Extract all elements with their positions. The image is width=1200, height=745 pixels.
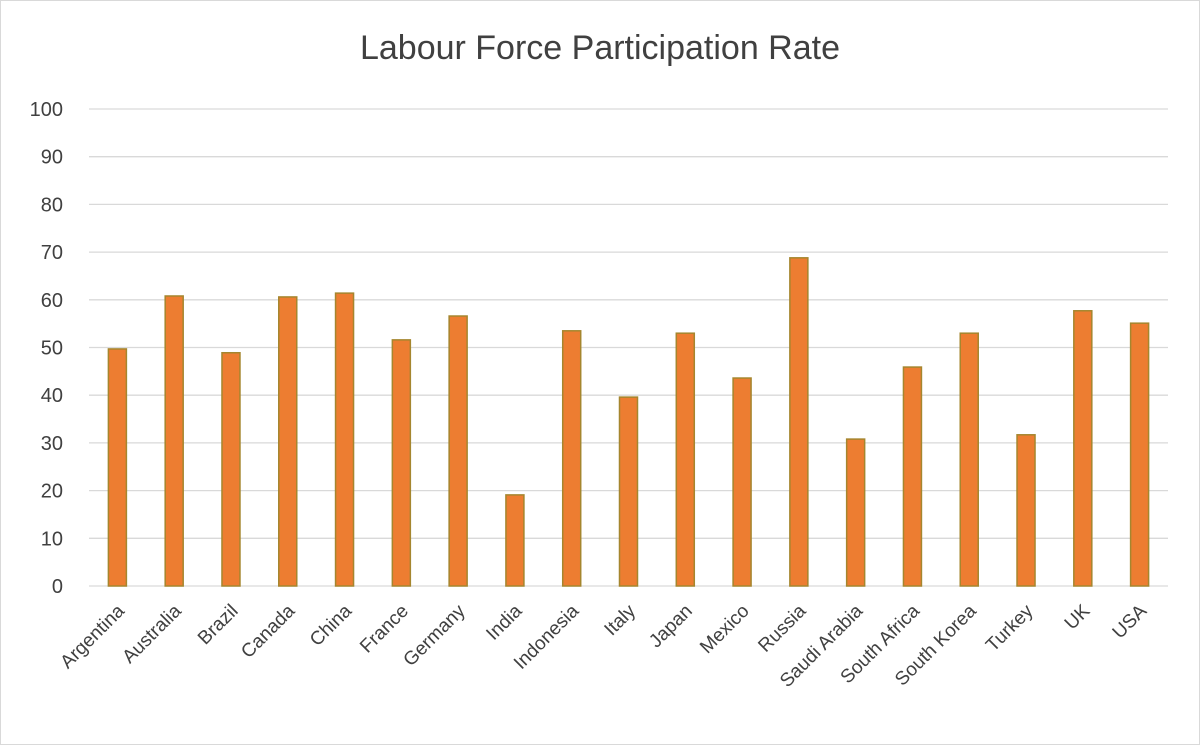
bar — [448, 315, 468, 587]
x-tick-label: China — [306, 600, 356, 650]
y-tick-label: 60 — [41, 290, 63, 312]
x-tick-label: Brazil — [194, 601, 242, 649]
bar — [902, 366, 923, 587]
x-tick-label: India — [482, 600, 526, 644]
y-tick-label: 70 — [41, 242, 63, 264]
y-tick-label: 50 — [41, 338, 63, 360]
bar — [278, 296, 298, 587]
bar — [845, 438, 866, 587]
bar — [221, 351, 241, 587]
bar — [618, 396, 639, 587]
x-tick-label: Russia — [754, 600, 810, 656]
bar — [391, 339, 412, 587]
y-tick-label: 30 — [41, 433, 63, 455]
bar — [789, 257, 809, 587]
bar — [505, 494, 525, 587]
bar — [561, 330, 582, 587]
x-tick-label: Argentina — [57, 600, 130, 673]
y-tick-label: 100 — [30, 99, 63, 121]
x-tick-label: Germany — [400, 600, 470, 670]
x-tick-label: Turkey — [982, 600, 1038, 656]
y-tick-label: 90 — [41, 147, 63, 169]
y-tick-label: 40 — [41, 385, 63, 407]
x-tick-label: Mexico — [696, 601, 753, 658]
y-tick-label: 80 — [41, 194, 63, 216]
x-tick-label: France — [356, 601, 413, 658]
bar — [1073, 310, 1093, 587]
bar — [107, 348, 128, 587]
x-tick-label: Canada — [237, 600, 299, 662]
x-tick-label: Australia — [119, 600, 186, 667]
x-tick-label: UK — [1061, 600, 1095, 634]
bar — [732, 377, 752, 587]
bar — [1016, 434, 1036, 587]
y-tick-label: 20 — [41, 481, 63, 503]
x-tick-label: USA — [1109, 600, 1152, 643]
bar — [675, 332, 696, 587]
x-tick-label: Japan — [645, 601, 696, 652]
y-tick-label: 0 — [52, 576, 63, 598]
bar — [959, 332, 979, 587]
bar — [164, 295, 184, 587]
x-tick-label: Italy — [601, 600, 641, 640]
bar — [1129, 322, 1150, 587]
y-tick-label: 10 — [41, 528, 63, 550]
bar — [334, 292, 355, 587]
chart-title: Labour Force Participation Rate — [359, 29, 841, 67]
